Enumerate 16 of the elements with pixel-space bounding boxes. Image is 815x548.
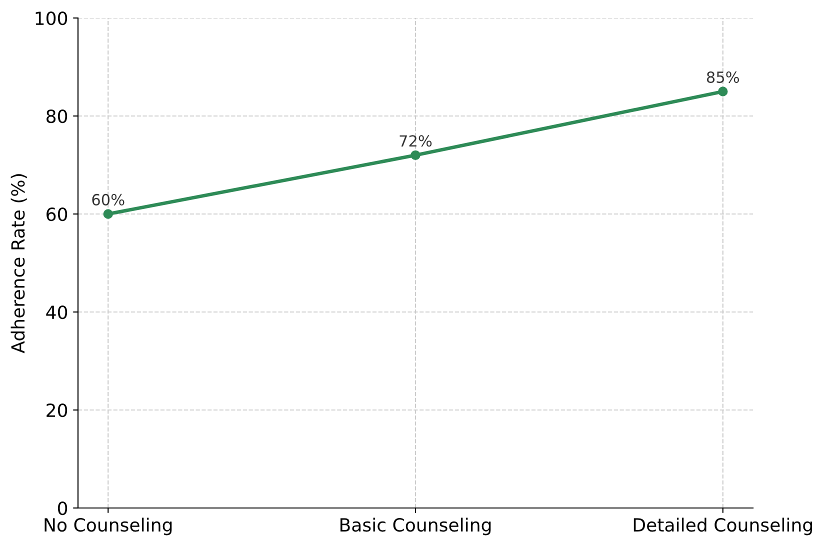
data-label: 60%: [92, 194, 124, 206]
data-label: 85%: [706, 71, 740, 83]
y-tick-label: 60: [46, 207, 68, 222]
point: [718, 86, 728, 96]
y-tick-label: 0: [58, 501, 68, 516]
data-label: 72%: [400, 135, 432, 147]
x-tick-label: Detailed Counseling: [634, 518, 812, 536]
y-tick-label: 80: [46, 109, 68, 124]
y-tick-label: 100: [36, 11, 68, 26]
y-tick-label: 40: [46, 305, 68, 320]
x-tick-label: Basic Counseling: [340, 518, 491, 536]
point: [103, 209, 113, 219]
y-tick-label: 20: [46, 403, 68, 418]
x-tick-label: No Counseling: [44, 518, 172, 536]
y-axis-title: Adherence Rate (%): [10, 174, 27, 354]
point: [410, 150, 420, 160]
